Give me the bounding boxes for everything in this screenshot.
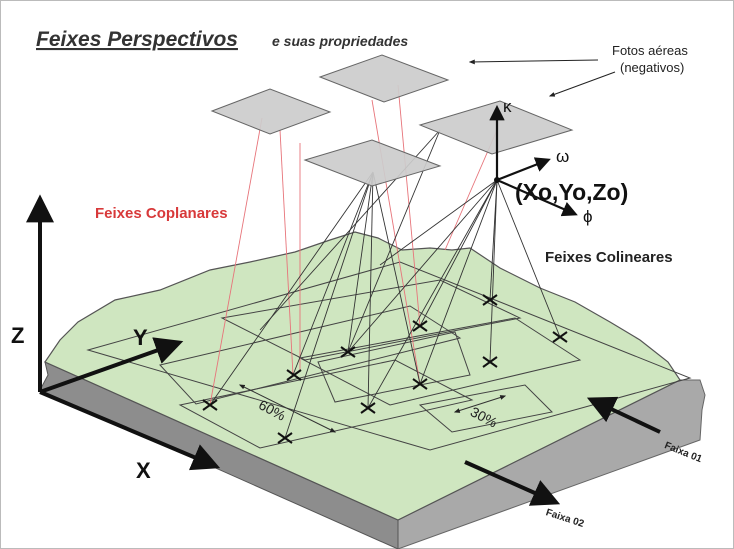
x-axis-label: X [136,458,151,483]
aerial-photos [210,54,574,187]
z-axis-label: Z [11,323,24,348]
x-axis-arrow [39,390,221,471]
ground-point-cross [412,378,428,390]
ray-dark [372,171,421,385]
phi-label: ϕ [583,207,593,226]
overlap-60-dimension [238,384,337,433]
fotos-pointer-arrow [548,71,616,97]
ray-dark [419,179,498,327]
omega-label: ω [556,147,569,166]
terrain-block [39,231,706,549]
aerial-photo [318,54,450,103]
ground-point-cross [277,432,293,444]
ray-dark [367,171,374,409]
ray-dark [347,179,498,353]
strip-arrows [464,396,661,506]
y-axis-label: Y [133,325,148,350]
y-axis-arrow [39,337,184,394]
ray-dark [292,171,374,376]
ray-red [209,117,263,406]
ground-point-cross [202,399,218,411]
ray-dark [496,179,561,338]
ray-dark [489,179,498,363]
ray-dark [379,179,498,266]
faixa-01-arrow [586,396,661,434]
overlap-dimensions [238,384,507,433]
perspective-center [494,177,500,183]
footprint-strip2-b [220,279,522,361]
perspective-rays [209,84,561,439]
fotos-label-line1: Fotos aéreas [612,43,688,58]
aerial-photo [210,88,332,135]
kappa-label: κ [503,97,512,116]
ground-point-cross [482,294,498,306]
rotation-axes [489,104,578,217]
ground-point-cross [412,320,428,332]
omega-axis-arrow [496,157,551,182]
ray-red [279,129,294,376]
perspective-center-coords: (Xo,Yo,Zo) [515,179,628,205]
title-sub: e suas propriedades [272,33,408,49]
phi-axis-arrow [496,178,578,217]
ray-dark [419,179,498,385]
ray-dark [209,171,374,406]
overlap-zone-30 [418,384,554,433]
footprint-middle [298,317,582,406]
fotos-pointers [468,59,616,97]
colineares-label: Feixes Colineares [545,249,673,266]
ground-point-cross [552,331,568,343]
fotos-label-line2: (negativos) [620,60,684,75]
world-axes [26,194,221,471]
ground-point-cross [286,369,302,381]
aerial-photo [303,139,442,187]
coplanares-label: Feixes Coplanares [95,205,228,222]
ray-dark [347,171,374,353]
fotos-pointer-arrow [468,59,599,65]
faixa-02-arrow [464,460,561,506]
ground-point-cross [482,356,498,368]
faixa-02-label: Faixa 02 [544,507,585,530]
ground-points [202,294,568,444]
terrain-top-surface [44,231,681,521]
ray-dark [367,179,498,409]
overlap-30-dimension [453,395,507,413]
ground-point-cross [340,346,356,358]
footprint-overlap-left [159,305,462,405]
title-main: Feixes Perspectivos [36,28,238,51]
ground-point-cross [360,402,376,414]
